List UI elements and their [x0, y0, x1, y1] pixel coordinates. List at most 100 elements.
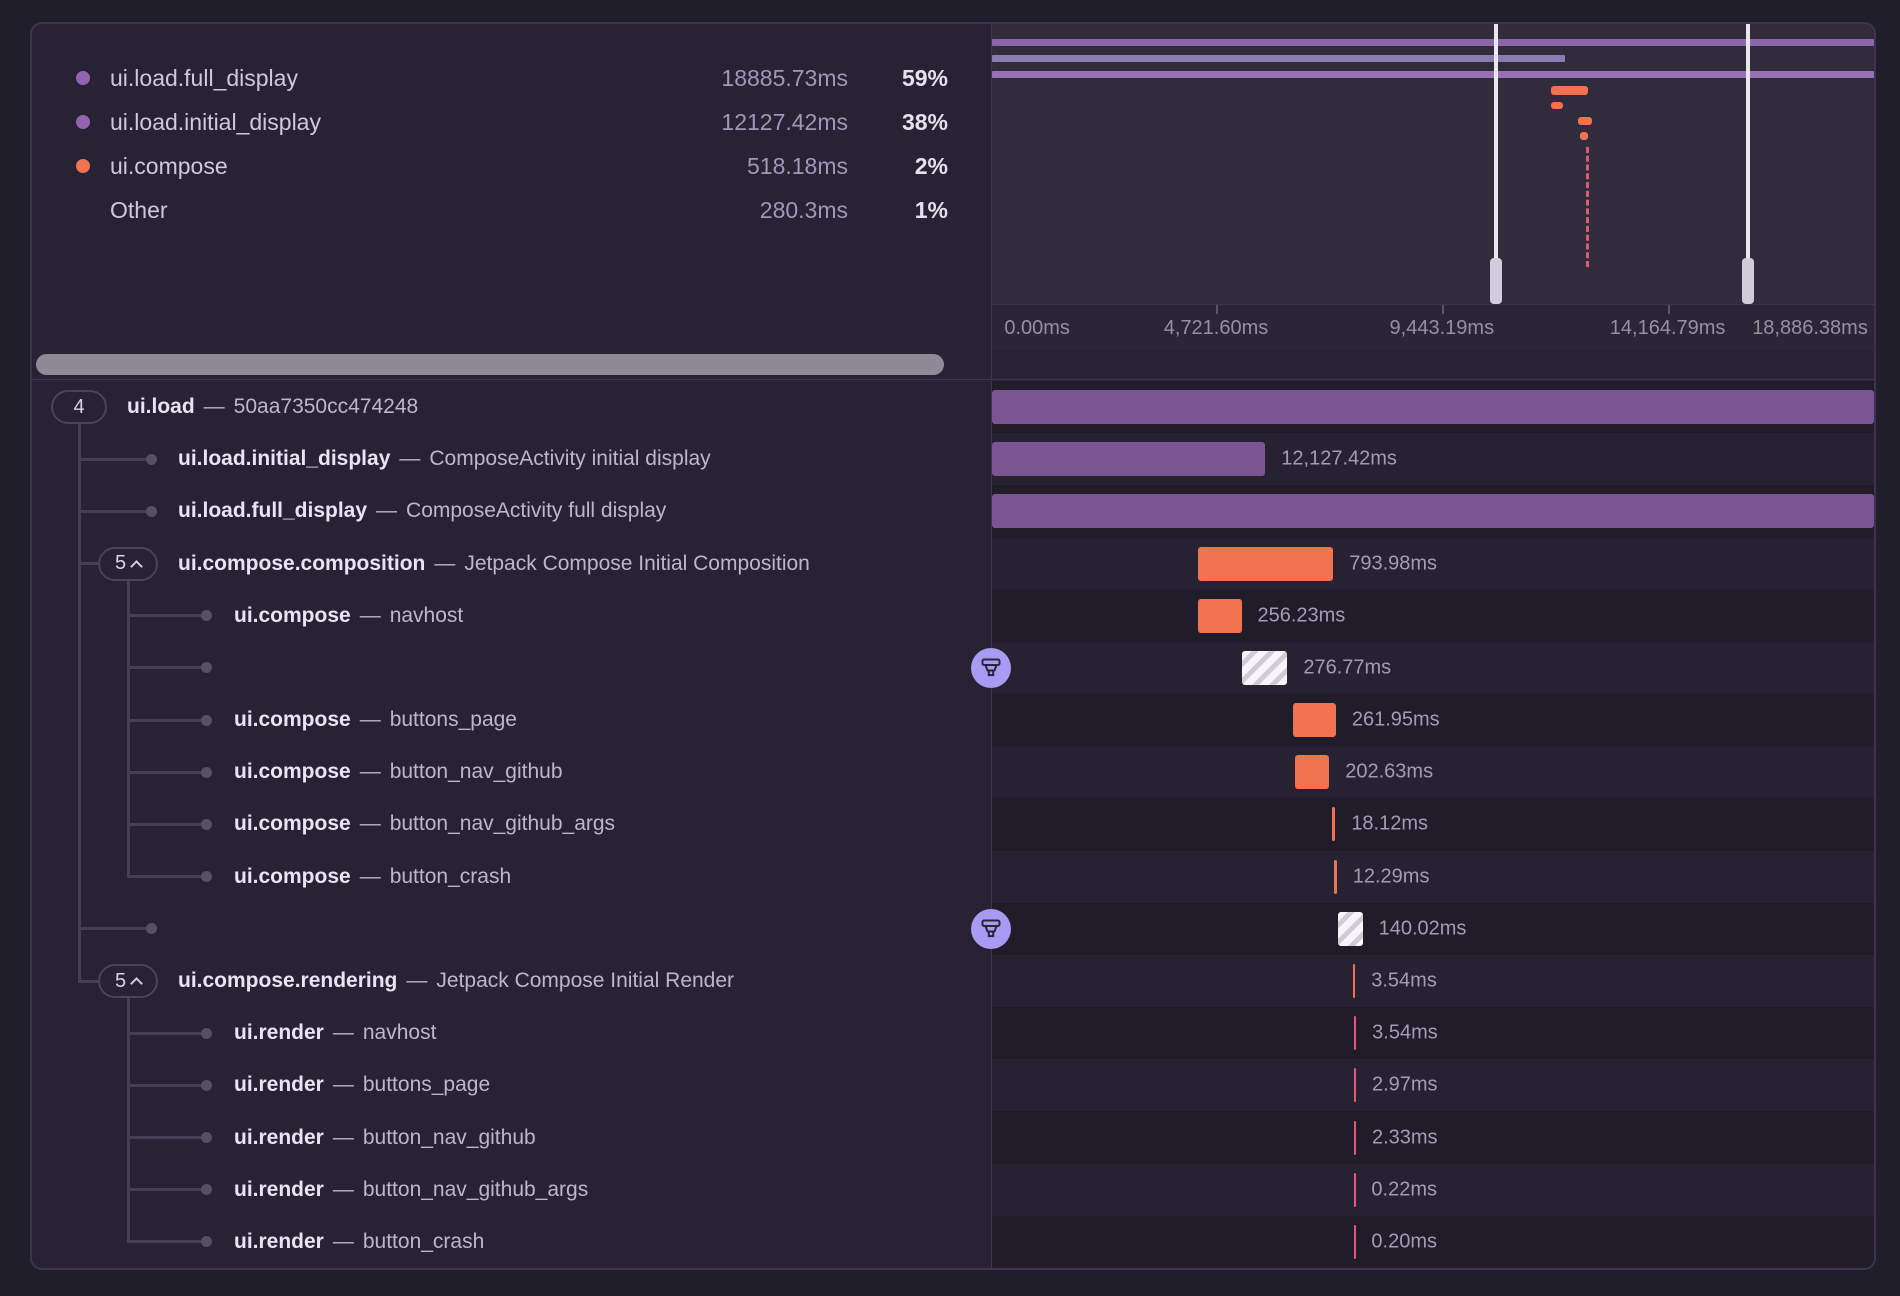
profile-icon[interactable]: [971, 647, 1011, 688]
minimap-viewport-handle[interactable]: [1489, 24, 1502, 304]
expand-collapse-badge[interactable]: 5: [98, 964, 158, 999]
span-bar-cell[interactable]: 0.22ms: [991, 1163, 1874, 1216]
span-bar-cell[interactable]: [991, 381, 1874, 434]
span-bar-cell[interactable]: 276.77ms: [991, 641, 1874, 695]
span-duration-bar[interactable]: [1353, 1068, 1357, 1103]
span-row[interactable]: ui.compose — buttons_page 261.95ms: [32, 694, 1874, 747]
minimap-span-line: [992, 39, 1874, 46]
span-duration-bar[interactable]: [1295, 755, 1330, 790]
span-row[interactable]: ui.compose.rendering — Jetpack Compose Ini…: [32, 954, 1874, 1008]
scrollbar-thumb[interactable]: [36, 354, 944, 375]
tree-connector-dot: [200, 819, 212, 830]
span-duration-bar[interactable]: [1353, 1016, 1357, 1051]
span-row[interactable]: ui.render — button_nav_github 2.33ms: [32, 1111, 1874, 1164]
span-bar-cell[interactable]: 0.20ms: [991, 1215, 1874, 1268]
span-op: ui.compose.composition: [178, 551, 426, 575]
span-row[interactable]: ui.compose — button_nav_github_args 18.12ms: [32, 798, 1874, 851]
span-row[interactable]: ui.load.initial_display — ComposeActivity …: [32, 433, 1874, 486]
span-duration-bar[interactable]: [1353, 1224, 1356, 1259]
tree-connector-line: [127, 823, 206, 826]
span-row[interactable]: 140.02ms: [32, 902, 1874, 955]
span-duration-bar[interactable]: [1197, 598, 1242, 633]
tree-connector-dot: [145, 453, 157, 465]
span-bar-cell[interactable]: 12,127.42ms: [991, 433, 1874, 486]
span-bar-cell[interactable]: 2.97ms: [991, 1059, 1874, 1112]
expand-collapse-badge[interactable]: 4: [51, 390, 107, 425]
span-duration-bar[interactable]: [992, 390, 1874, 425]
minimap-handle-grip[interactable]: [1741, 258, 1754, 304]
span-bar-cell[interactable]: 18.12ms: [991, 798, 1874, 851]
minimap-viewport-handle[interactable]: [1741, 24, 1754, 304]
legend-label: ui.load.full_display: [110, 64, 298, 91]
span-duration-bar[interactable]: [992, 442, 1266, 477]
span-separator: —: [359, 603, 381, 627]
span-bar-cell[interactable]: 256.23ms: [991, 589, 1874, 642]
span-duration-bar[interactable]: [1332, 807, 1336, 842]
tree-connector-line: [127, 718, 206, 722]
span-bar-cell[interactable]: 12.29ms: [991, 850, 1874, 903]
span-duration-label: 140.02ms: [1378, 917, 1467, 940]
tree-connector-line: [127, 1188, 206, 1192]
span-separator: —: [203, 395, 225, 419]
span-tree-cell[interactable]: ui.render — navhost: [32, 1007, 991, 1059]
span-tree-cell[interactable]: ui.compose — buttons_page: [32, 694, 991, 746]
span-tree-cell[interactable]: ui.load.initial_display — ComposeActivity …: [32, 433, 991, 485]
span-row[interactable]: ui.compose — button_nav_github 202.63ms: [32, 746, 1874, 799]
span-duration-bar[interactable]: [1352, 964, 1356, 999]
span-separator: —: [406, 969, 428, 993]
span-tree-cell[interactable]: ui.render — button_nav_github: [32, 1111, 991, 1163]
span-row[interactable]: ui.render — buttons_page 2.97ms: [32, 1059, 1874, 1112]
span-bar-cell[interactable]: 261.95ms: [991, 694, 1874, 747]
expand-collapse-badge[interactable]: 5: [98, 546, 158, 581]
span-duration-bar[interactable]: [1292, 703, 1336, 738]
span-duration-label: 3.54ms: [1372, 1021, 1438, 1044]
span-row[interactable]: ui.compose — button_crash 12.29ms: [32, 850, 1874, 903]
span-row[interactable]: ui.load — 50aa7350cc474248 4: [32, 381, 1874, 434]
span-duration-bar[interactable]: [1334, 859, 1337, 894]
trace-minimap[interactable]: [991, 24, 1874, 304]
profile-icon[interactable]: [971, 908, 1011, 949]
missing-instrumentation-bar[interactable]: [1242, 650, 1288, 685]
span-tree-cell[interactable]: ui.compose — button_crash: [32, 851, 991, 903]
span-bar-cell[interactable]: 140.02ms: [991, 902, 1874, 955]
span-bar-cell[interactable]: 2.33ms: [991, 1111, 1874, 1164]
span-row[interactable]: ui.render — button_nav_github_args 0.22ms: [32, 1163, 1874, 1216]
span-tree-cell[interactable]: ui.render — button_nav_github_args: [32, 1164, 991, 1216]
span-tree-cell[interactable]: ui.load — 50aa7350cc474248 4: [32, 381, 991, 433]
span-row[interactable]: 276.77ms: [32, 641, 1874, 695]
time-axis: 0.00ms 4,721.60ms 9,443.19ms 14,164.79ms 18,…: [991, 304, 1874, 350]
span-bar-cell[interactable]: 3.54ms: [991, 954, 1874, 1008]
span-tree-cell[interactable]: ui.compose.rendering — Jetpack Compose Ini…: [32, 955, 991, 1007]
span-tree-cell[interactable]: ui.load.full_display — ComposeActivity ful…: [32, 485, 991, 537]
span-tree-cell[interactable]: ui.render — button_crash: [32, 1216, 991, 1268]
span-duration-bar[interactable]: [1197, 546, 1334, 581]
flash-glyph-icon: [981, 658, 1001, 677]
missing-instrumentation-bar[interactable]: [1337, 911, 1363, 946]
span-duration-bar[interactable]: [1353, 1120, 1357, 1155]
tree-connector-line: [78, 424, 81, 982]
minimap-handle-grip[interactable]: [1489, 258, 1502, 304]
span-description: button_crash: [389, 864, 512, 888]
span-bar-cell[interactable]: 3.54ms: [991, 1007, 1874, 1060]
span-tree-cell[interactable]: ui.compose — button_nav_github_args: [32, 798, 991, 850]
span-tree-cell[interactable]: [32, 903, 991, 955]
span-row[interactable]: ui.render — button_crash 0.20ms: [32, 1215, 1874, 1268]
span-op: ui.compose: [234, 812, 351, 836]
span-bar-cell[interactable]: [991, 485, 1874, 538]
span-duration-label: 276.77ms: [1303, 656, 1392, 679]
span-bar-cell[interactable]: 202.63ms: [991, 746, 1874, 799]
legend-duration: 12127.42ms: [721, 108, 848, 135]
span-duration-bar[interactable]: [992, 494, 1874, 529]
span-tree-cell[interactable]: ui.render — buttons_page: [32, 1059, 991, 1111]
span-tree-cell[interactable]: ui.compose.composition — Jetpack Compose I…: [32, 538, 991, 590]
span-duration-bar[interactable]: [1353, 1172, 1356, 1207]
span-row[interactable]: ui.load.full_display — ComposeActivity ful…: [32, 485, 1874, 538]
horizontal-scrollbar[interactable]: [32, 350, 1874, 380]
span-bar-cell[interactable]: 793.98ms: [991, 537, 1874, 590]
span-row[interactable]: ui.compose.composition — Jetpack Compose I…: [32, 537, 1874, 590]
span-row[interactable]: ui.render — navhost 3.54ms: [32, 1007, 1874, 1060]
span-tree-cell[interactable]: ui.compose — navhost: [32, 590, 991, 642]
chevron-up-icon: [130, 977, 143, 990]
span-tree-cell[interactable]: ui.compose — button_nav_github: [32, 746, 991, 798]
span-row[interactable]: ui.compose — navhost 256.23ms: [32, 589, 1874, 642]
